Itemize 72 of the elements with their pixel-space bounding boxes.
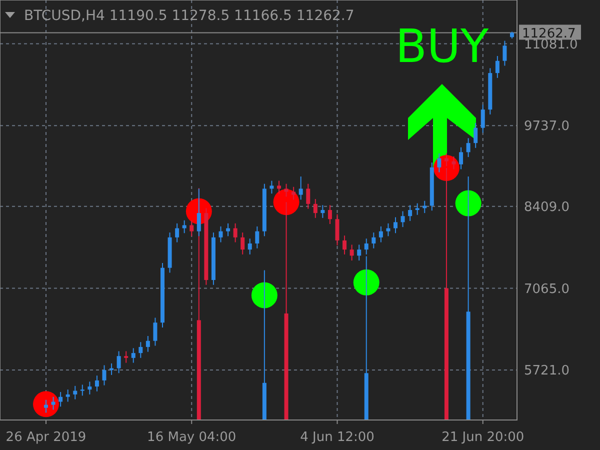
- candlestick: [138, 342, 143, 358]
- candlestick: [277, 180, 281, 194]
- candlestick: [240, 232, 245, 255]
- y-tick-label: 5721.0: [524, 364, 570, 379]
- point: [33, 391, 59, 418]
- candlestick: [182, 220, 186, 234]
- candlestick: [437, 152, 442, 173]
- text: BTCUSD,H4 11190.5 11278.5 11166.5 11262.7: [24, 8, 354, 24]
- candlestick: [306, 183, 310, 210]
- candlestick: [124, 350, 128, 364]
- candlestick: [190, 220, 194, 237]
- candlestick: [88, 381, 92, 395]
- candlestick: [226, 222, 230, 237]
- candlestick: [350, 244, 354, 262]
- candlestick: [116, 350, 121, 374]
- candlestick: [422, 200, 427, 214]
- candlestick: [146, 336, 150, 352]
- candlestick: [233, 222, 238, 243]
- x-tick-label: 21 Jun 20:00: [442, 430, 524, 445]
- point: [353, 269, 380, 296]
- x-tick-label: 26 Apr 2019: [6, 430, 86, 445]
- candlestick: [502, 40, 507, 66]
- candlestick: [408, 204, 412, 222]
- annotation: BUY: [395, 19, 490, 73]
- candlestick: [196, 188, 201, 237]
- y-tick-label: 8409.0: [524, 200, 570, 215]
- candlestick: [218, 226, 223, 243]
- candlestick: [94, 375, 99, 392]
- point: [251, 282, 278, 308]
- candlestick: [298, 176, 303, 200]
- candlestick: [357, 244, 362, 262]
- candlestick: [248, 238, 252, 255]
- candlestick: [73, 385, 78, 400]
- candlestick: [80, 384, 84, 396]
- y-tick-label: 9737.0: [524, 119, 570, 134]
- candlestick: [270, 180, 274, 194]
- candlestick: [175, 222, 180, 243]
- y-tick-label: 7065.0: [524, 282, 570, 297]
- candlestick: [255, 226, 260, 249]
- candlestick: [196, 188, 201, 420]
- candlestick: [131, 348, 136, 364]
- candlestick: [51, 396, 56, 410]
- candlestick: [58, 392, 63, 408]
- candlestick: [102, 364, 106, 386]
- candlestick: [474, 122, 478, 148]
- candlestick: [415, 202, 420, 216]
- candlestick: [495, 56, 500, 78]
- candlestick: [153, 317, 158, 346]
- candlestick: [284, 183, 288, 198]
- point: [273, 189, 300, 216]
- candlestick: [44, 399, 48, 414]
- candlestick: [372, 232, 376, 249]
- candlestick: [378, 226, 383, 243]
- candlestick: [452, 156, 456, 170]
- candlestick: [328, 204, 332, 224]
- x-tick-label: 4 Jun 12:00: [300, 430, 374, 445]
- candlestick: [466, 138, 470, 158]
- candlestick: [342, 235, 347, 255]
- candlestick: [444, 152, 448, 167]
- x-tick-label: 16 May 04:00: [147, 430, 236, 445]
- candlestick: [386, 222, 390, 237]
- candlestick: [320, 204, 325, 218]
- candlestick: [292, 186, 296, 200]
- candlestick: [313, 198, 318, 218]
- candlestick: [335, 214, 340, 246]
- candlestick: [459, 146, 464, 170]
- candlestick: [364, 238, 368, 255]
- candlestick: [400, 210, 405, 228]
- point: [455, 190, 482, 216]
- candlestick: [480, 104, 485, 134]
- candlestick: [394, 216, 398, 234]
- candlestick: [66, 389, 70, 402]
